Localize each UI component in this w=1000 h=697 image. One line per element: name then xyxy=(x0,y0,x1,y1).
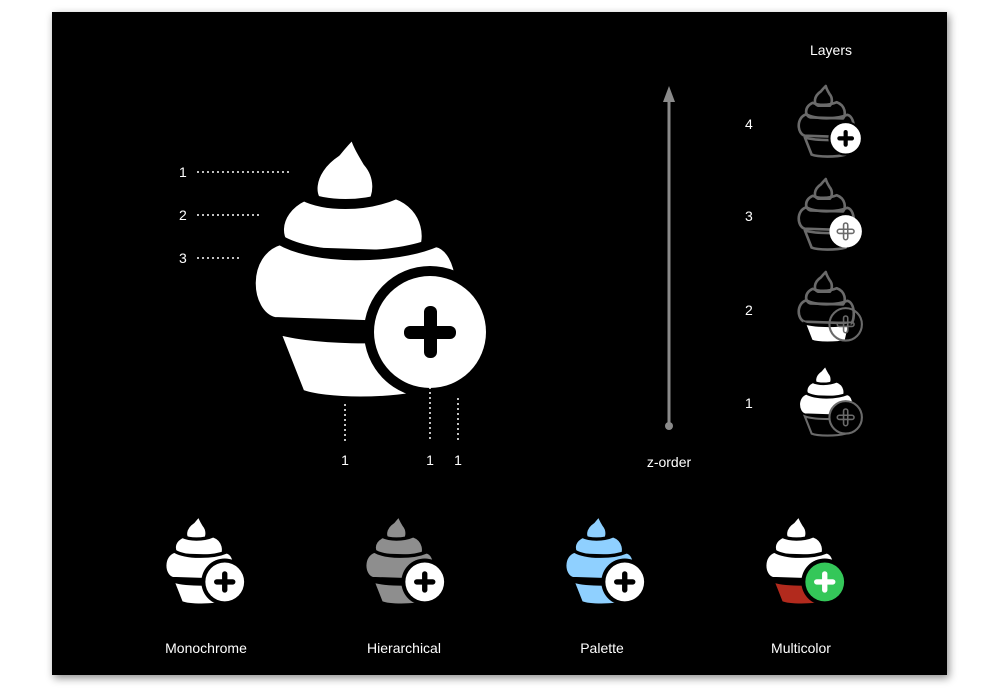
bottom-label-cup: 1 xyxy=(341,452,349,468)
hierarchical-cupcake-icon xyxy=(363,513,449,607)
multicolor-cupcake-icon xyxy=(763,513,849,607)
diagram-panel: 1 2 3 1 1 1 z-order Layers 4 3 2 1 xyxy=(52,12,947,675)
bottom-label-plus: 1 xyxy=(426,452,434,468)
layer-2-icon xyxy=(797,270,863,344)
variant-label-monochrome: Monochrome xyxy=(165,640,247,656)
layer-label-3: 3 xyxy=(179,250,187,266)
z-order-label: z-order xyxy=(646,454,692,470)
stack-label-3: 3 xyxy=(745,208,753,224)
layer-label-2: 2 xyxy=(179,207,187,223)
palette-cupcake-icon xyxy=(563,513,649,607)
stack-label-1: 1 xyxy=(745,395,753,411)
stack-label-2: 2 xyxy=(745,302,753,318)
layer-label-1: 1 xyxy=(179,164,187,180)
layer-3-icon xyxy=(797,177,862,251)
layers-heading: Layers xyxy=(809,42,853,58)
monochrome-cupcake-icon xyxy=(163,513,249,607)
layer-4-icon xyxy=(797,84,863,158)
leader-lines xyxy=(197,86,675,442)
variant-label-multicolor: Multicolor xyxy=(771,640,831,656)
variant-label-hierarchical: Hierarchical xyxy=(367,640,441,656)
large-cupcake-plus-icon xyxy=(245,127,496,407)
variant-label-palette: Palette xyxy=(580,640,624,656)
stack-label-4: 4 xyxy=(745,116,753,132)
layer-1-icon xyxy=(797,363,863,437)
bottom-label-circle: 1 xyxy=(454,452,462,468)
